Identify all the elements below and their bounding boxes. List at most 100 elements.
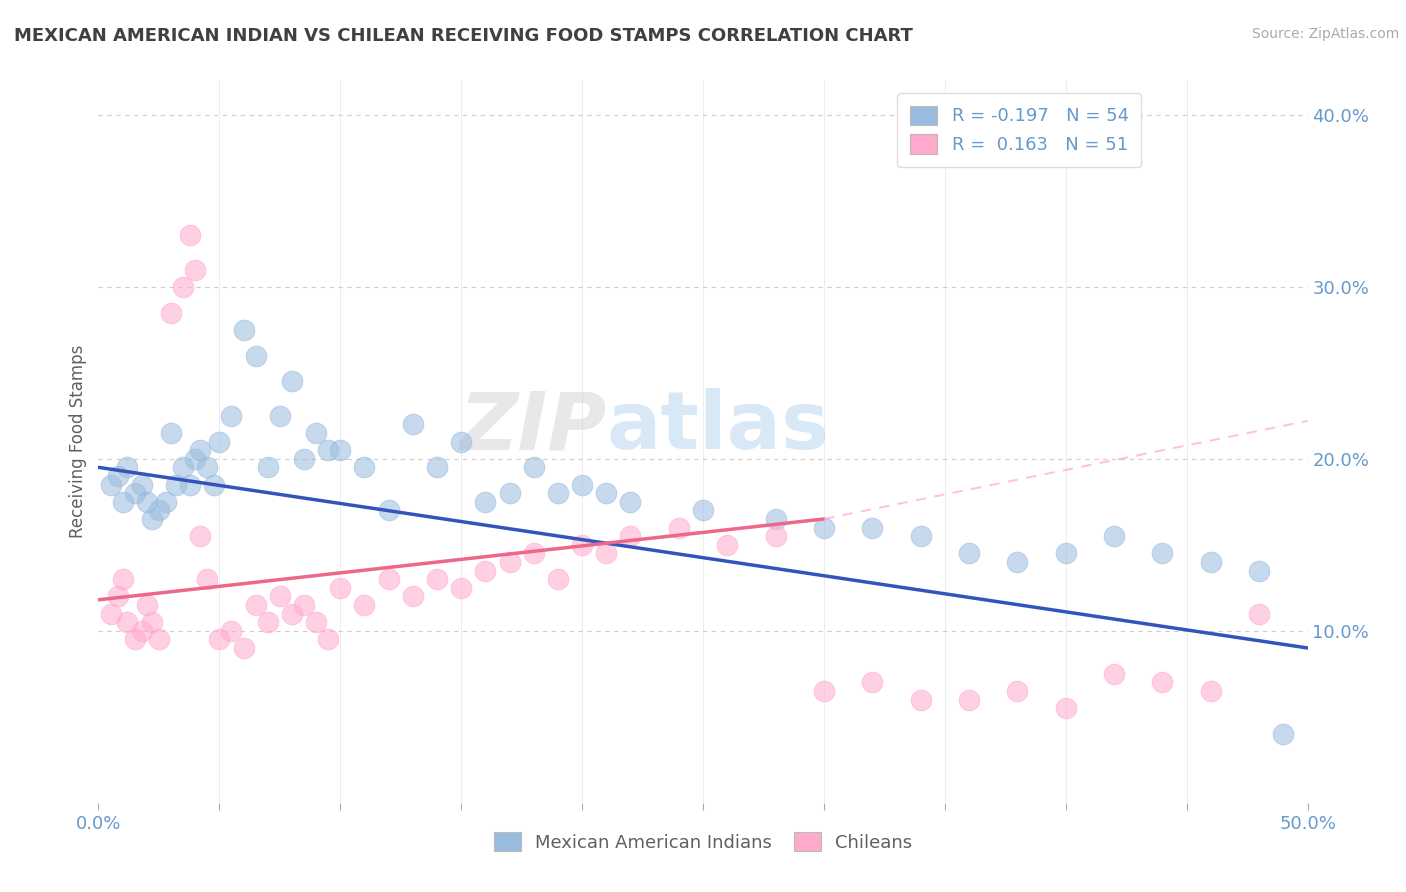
Point xyxy=(377,503,399,517)
Point xyxy=(547,572,569,586)
Point xyxy=(716,538,738,552)
Point xyxy=(245,598,267,612)
Point xyxy=(813,684,835,698)
Point xyxy=(160,425,183,440)
Point xyxy=(281,375,304,389)
Point xyxy=(498,555,520,569)
Legend: Mexican American Indians, Chileans: Mexican American Indians, Chileans xyxy=(486,824,920,859)
Point xyxy=(1054,701,1077,715)
Point xyxy=(195,460,218,475)
Point xyxy=(765,512,787,526)
Point xyxy=(221,409,243,423)
Point xyxy=(1199,684,1222,698)
Point xyxy=(1007,684,1029,698)
Text: MEXICAN AMERICAN INDIAN VS CHILEAN RECEIVING FOOD STAMPS CORRELATION CHART: MEXICAN AMERICAN INDIAN VS CHILEAN RECEI… xyxy=(14,27,912,45)
Point xyxy=(547,486,569,500)
Point xyxy=(426,572,449,586)
Point xyxy=(107,469,129,483)
Point xyxy=(172,460,194,475)
Point xyxy=(245,349,267,363)
Point xyxy=(141,615,163,630)
Point xyxy=(316,443,339,458)
Point xyxy=(813,520,835,534)
Y-axis label: Receiving Food Stamps: Receiving Food Stamps xyxy=(69,345,87,538)
Text: ZIP: ZIP xyxy=(458,388,606,467)
Point xyxy=(450,434,472,449)
Point xyxy=(402,590,425,604)
Point xyxy=(316,632,339,647)
Point xyxy=(523,460,546,475)
Point xyxy=(184,451,207,466)
Point xyxy=(1054,546,1077,560)
Point xyxy=(377,572,399,586)
Point xyxy=(910,692,932,706)
Point xyxy=(329,581,352,595)
Point xyxy=(292,451,315,466)
Point xyxy=(188,529,211,543)
Point xyxy=(117,615,139,630)
Point xyxy=(910,529,932,543)
Point xyxy=(155,494,177,508)
Point xyxy=(208,434,231,449)
Point xyxy=(474,564,496,578)
Point xyxy=(668,520,690,534)
Point xyxy=(269,590,291,604)
Point xyxy=(179,228,201,243)
Point xyxy=(165,477,187,491)
Point xyxy=(1102,529,1125,543)
Point xyxy=(256,615,278,630)
Point xyxy=(498,486,520,500)
Point xyxy=(232,323,254,337)
Point xyxy=(426,460,449,475)
Point xyxy=(135,598,157,612)
Point xyxy=(1249,607,1271,621)
Point xyxy=(148,632,170,647)
Point xyxy=(292,598,315,612)
Point xyxy=(305,615,328,630)
Point xyxy=(221,624,243,638)
Point xyxy=(124,632,146,647)
Point xyxy=(595,546,617,560)
Point xyxy=(1152,546,1174,560)
Point xyxy=(195,572,218,586)
Point xyxy=(1272,727,1295,741)
Point xyxy=(353,598,375,612)
Point xyxy=(184,262,207,277)
Point xyxy=(141,512,163,526)
Point xyxy=(188,443,211,458)
Point xyxy=(172,279,194,293)
Point xyxy=(1102,666,1125,681)
Point xyxy=(571,538,593,552)
Point xyxy=(135,494,157,508)
Point xyxy=(269,409,291,423)
Point xyxy=(765,529,787,543)
Point xyxy=(353,460,375,475)
Text: atlas: atlas xyxy=(606,388,830,467)
Point xyxy=(1249,564,1271,578)
Point xyxy=(1152,675,1174,690)
Point xyxy=(1199,555,1222,569)
Point xyxy=(179,477,201,491)
Point xyxy=(860,675,883,690)
Point xyxy=(957,692,980,706)
Point xyxy=(571,477,593,491)
Point xyxy=(100,477,122,491)
Point xyxy=(208,632,231,647)
Point xyxy=(595,486,617,500)
Point xyxy=(111,494,134,508)
Point xyxy=(131,624,153,638)
Point xyxy=(107,590,129,604)
Point xyxy=(232,640,254,655)
Point xyxy=(148,503,170,517)
Point xyxy=(619,529,641,543)
Point xyxy=(131,477,153,491)
Point xyxy=(692,503,714,517)
Point xyxy=(281,607,304,621)
Point xyxy=(329,443,352,458)
Point xyxy=(305,425,328,440)
Point xyxy=(523,546,546,560)
Point xyxy=(111,572,134,586)
Point xyxy=(100,607,122,621)
Text: Source: ZipAtlas.com: Source: ZipAtlas.com xyxy=(1251,27,1399,41)
Point xyxy=(124,486,146,500)
